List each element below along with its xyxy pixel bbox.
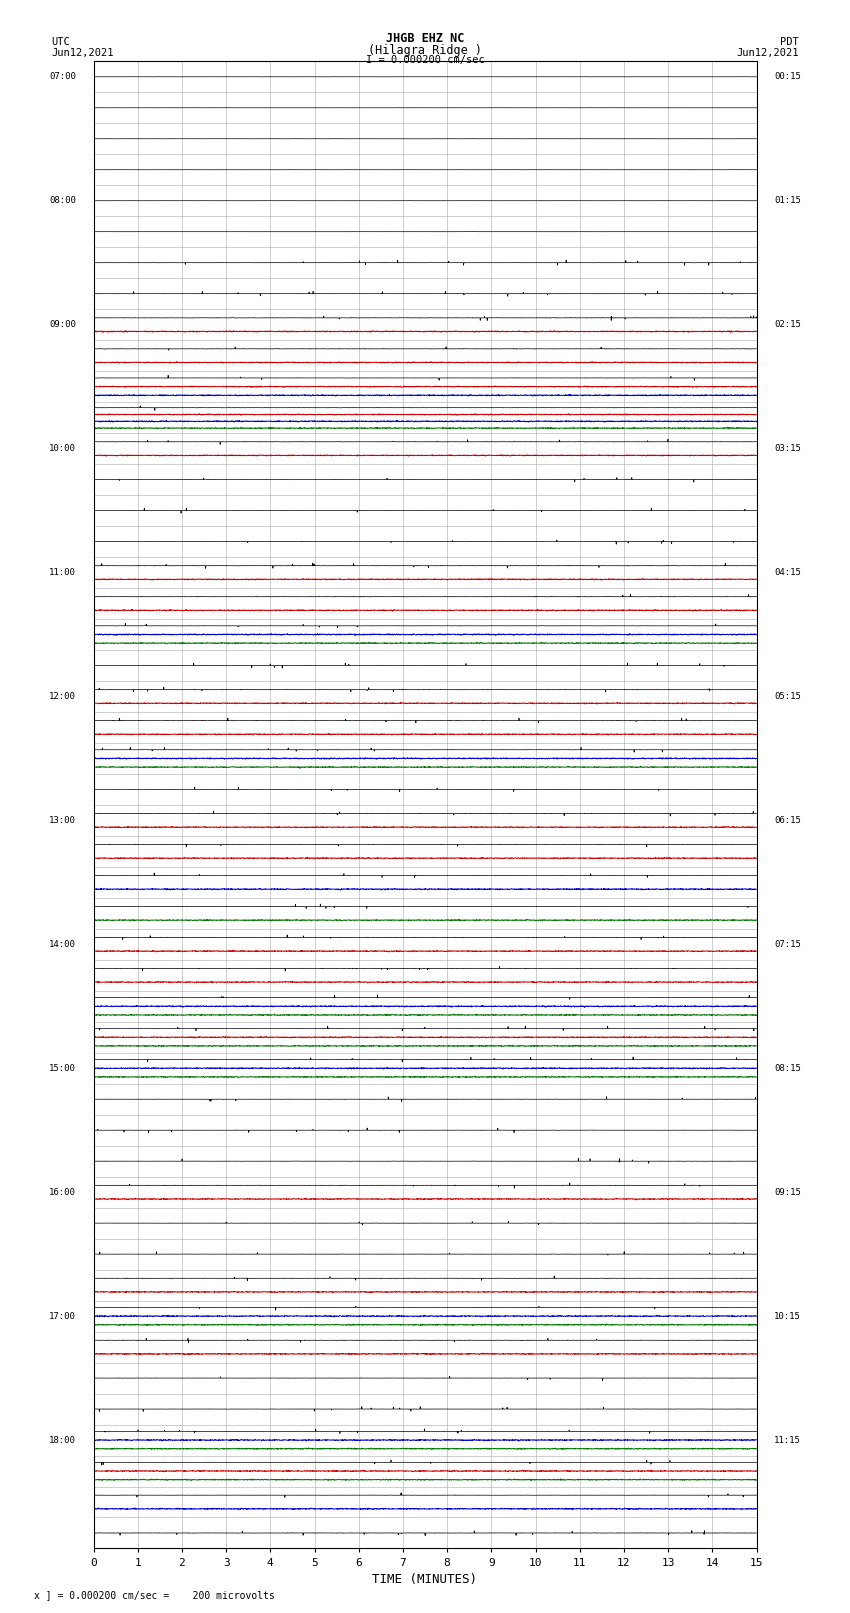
- Text: 08:15: 08:15: [774, 1063, 801, 1073]
- Text: 15:00: 15:00: [49, 1063, 76, 1073]
- Text: 17:00: 17:00: [49, 1311, 76, 1321]
- Text: 07:15: 07:15: [774, 940, 801, 948]
- Text: 07:00: 07:00: [49, 73, 76, 81]
- Text: 09:15: 09:15: [774, 1187, 801, 1197]
- Text: 02:15: 02:15: [774, 319, 801, 329]
- Text: 00:15: 00:15: [774, 73, 801, 81]
- Text: 12:00: 12:00: [49, 692, 76, 702]
- Text: UTC: UTC: [51, 37, 70, 47]
- Text: 01:15: 01:15: [774, 197, 801, 205]
- Text: 14:00: 14:00: [49, 940, 76, 948]
- Text: 13:00: 13:00: [49, 816, 76, 824]
- Text: PDT: PDT: [780, 37, 799, 47]
- Text: 09:00: 09:00: [49, 319, 76, 329]
- Text: 04:15: 04:15: [774, 568, 801, 577]
- Text: JHGB EHZ NC: JHGB EHZ NC: [386, 32, 464, 45]
- Text: Jun12,2021: Jun12,2021: [736, 48, 799, 58]
- Text: 10:00: 10:00: [49, 444, 76, 453]
- Text: 06:15: 06:15: [774, 816, 801, 824]
- Text: x ] = 0.000200 cm/sec =    200 microvolts: x ] = 0.000200 cm/sec = 200 microvolts: [34, 1590, 275, 1600]
- Text: 11:15: 11:15: [774, 1436, 801, 1445]
- Text: 10:15: 10:15: [774, 1311, 801, 1321]
- Text: 16:00: 16:00: [49, 1187, 76, 1197]
- Text: 08:00: 08:00: [49, 197, 76, 205]
- Text: 18:00: 18:00: [49, 1436, 76, 1445]
- Text: Jun12,2021: Jun12,2021: [51, 48, 114, 58]
- Text: 11:00: 11:00: [49, 568, 76, 577]
- X-axis label: TIME (MINUTES): TIME (MINUTES): [372, 1573, 478, 1586]
- Text: I = 0.000200 cm/sec: I = 0.000200 cm/sec: [366, 55, 484, 65]
- Text: (Hilagra Ridge ): (Hilagra Ridge ): [368, 44, 482, 56]
- Text: 05:15: 05:15: [774, 692, 801, 702]
- Text: 03:15: 03:15: [774, 444, 801, 453]
